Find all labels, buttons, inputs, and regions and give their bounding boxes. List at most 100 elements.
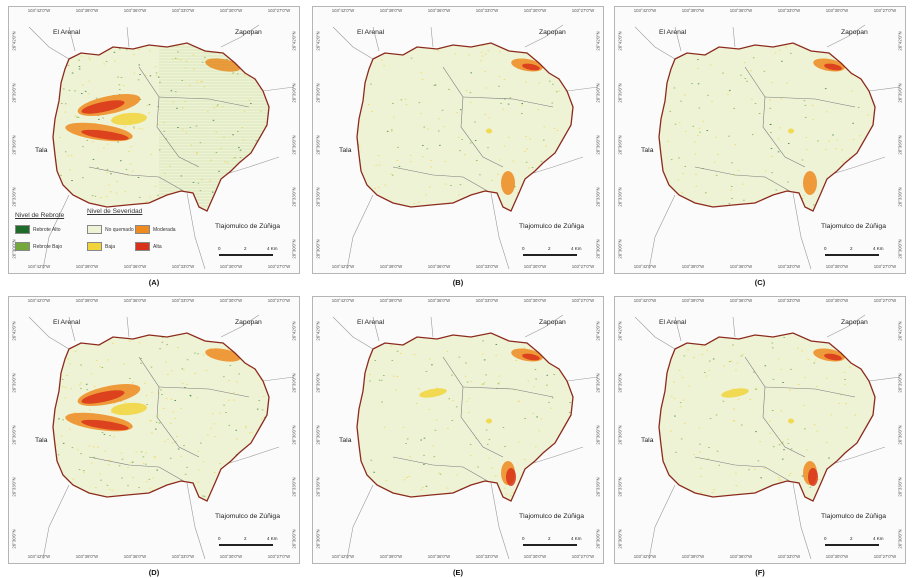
pixel-speck xyxy=(251,466,254,468)
pixel-speck xyxy=(817,140,819,142)
coordinate-label: 103°30'0"W xyxy=(219,8,243,13)
pixel-speck xyxy=(105,61,108,62)
municipal-border xyxy=(744,356,806,458)
pixel-speck xyxy=(569,402,571,403)
pixel-speck xyxy=(215,131,218,133)
coordinate-label: 103°30'0"W xyxy=(825,554,849,559)
pixel-speck xyxy=(877,181,879,182)
coordinate-label: 20°42'0"N xyxy=(11,321,17,341)
pixel-speck xyxy=(451,420,454,421)
coordinate-label: 103°42'0"W xyxy=(633,264,657,269)
coordinate-label: 20°39'0"N xyxy=(617,83,623,103)
map-panel: 103°42'0"W 103°39'0"W 103°36'0"W 103°33'0"W… xyxy=(312,296,604,564)
pixel-speck xyxy=(139,74,141,75)
pixel-speck xyxy=(498,382,501,384)
pixel-speck xyxy=(55,184,57,186)
pixel-speck xyxy=(137,177,140,178)
coordinate-label: 103°30'0"W xyxy=(219,554,243,559)
pixel-speck xyxy=(177,127,179,128)
pixel-speck xyxy=(425,485,428,487)
pixel-speck xyxy=(561,482,564,484)
pixel-speck xyxy=(477,466,479,468)
pixel-speck xyxy=(534,369,537,370)
pixel-speck xyxy=(373,471,376,473)
pixel-speck xyxy=(780,368,782,370)
pixel-speck xyxy=(839,394,842,396)
pixel-speck xyxy=(374,188,376,189)
burn-severity-map xyxy=(332,24,599,270)
pixel-speck xyxy=(94,195,97,197)
pixel-speck xyxy=(131,461,134,463)
pixel-speck xyxy=(197,469,200,471)
pixel-speck xyxy=(243,110,246,112)
pixel-speck xyxy=(80,382,82,384)
coordinate-label: 103°33'0"W xyxy=(475,298,499,303)
pixel-speck xyxy=(228,399,230,401)
coordinate-label: 103°39'0"W xyxy=(681,8,705,13)
coordinate-label: 20°30'0"N xyxy=(315,529,321,549)
pixel-speck xyxy=(484,53,487,55)
pixel-speck xyxy=(405,443,407,445)
pixel-speck xyxy=(744,61,746,63)
pixel-speck xyxy=(161,341,164,343)
pixel-speck xyxy=(151,391,153,393)
pixel-speck xyxy=(828,183,830,185)
pixel-speck xyxy=(824,202,827,204)
road-line xyxy=(346,484,374,560)
road-line xyxy=(566,376,599,382)
top-coordinates: 103°42'0"W 103°39'0"W 103°36'0"W 103°33'0"W… xyxy=(615,298,905,306)
pixel-speck xyxy=(475,438,477,440)
coordinate-label: 20°42'0"N xyxy=(595,31,601,51)
coordinate-label: 103°36'0"W xyxy=(729,298,753,303)
pixel-speck xyxy=(525,189,528,191)
bottom-coordinates: 103°42'0"W 103°39'0"W 103°36'0"W 103°33'0"W… xyxy=(9,554,299,562)
legend-label: Rebrote Alto xyxy=(33,226,61,233)
coordinate-label: 103°39'0"W xyxy=(75,298,99,303)
pixel-speck xyxy=(267,176,269,178)
pixel-speck xyxy=(143,382,146,384)
right-coordinates: 20°42'0"N 20°39'0"N 20°36'0"N 20°33'0"N 20°3… xyxy=(896,7,904,273)
pixel-speck xyxy=(785,46,787,48)
coordinate-label: 103°30'0"W xyxy=(825,298,849,303)
pixel-speck xyxy=(169,165,171,167)
coordinate-label: 103°36'0"W xyxy=(729,554,753,559)
pixel-speck xyxy=(709,360,711,362)
pixel-speck xyxy=(142,456,145,458)
pixel-speck xyxy=(157,124,159,126)
pixel-speck xyxy=(699,451,701,453)
pixel-speck xyxy=(80,453,82,455)
pixel-speck xyxy=(429,358,431,360)
pixel-speck xyxy=(699,443,701,445)
place-label-tala: Tala xyxy=(641,147,654,154)
pixel-speck xyxy=(684,165,687,167)
pixel-speck xyxy=(420,439,423,441)
pixel-speck xyxy=(701,346,703,348)
pixel-speck xyxy=(754,468,756,470)
pixel-speck xyxy=(60,174,62,176)
pixel-speck xyxy=(159,348,161,350)
pixel-speck xyxy=(444,161,446,162)
pixel-speck xyxy=(760,477,762,479)
pixel-speck xyxy=(91,195,94,197)
pixel-speck xyxy=(172,101,175,103)
pixel-speck xyxy=(680,100,682,102)
pixel-speck xyxy=(360,208,363,210)
pixel-speck xyxy=(828,140,831,142)
road-line xyxy=(828,156,886,176)
pixel-speck xyxy=(125,168,128,170)
legend-swatch xyxy=(87,242,102,251)
pixel-speck xyxy=(418,102,421,104)
pixel-speck xyxy=(133,72,136,74)
pixel-speck xyxy=(778,479,780,481)
pixel-speck xyxy=(824,88,827,90)
pixel-speck xyxy=(180,407,183,409)
road-line xyxy=(524,24,564,48)
pixel-speck xyxy=(815,386,818,388)
road-line xyxy=(566,86,599,92)
pixel-speck xyxy=(61,358,64,360)
municipality-area xyxy=(659,333,875,501)
pixel-speck xyxy=(498,85,500,87)
pixel-speck xyxy=(430,166,432,168)
pixel-speck xyxy=(488,439,491,441)
pixel-speck xyxy=(182,382,184,384)
